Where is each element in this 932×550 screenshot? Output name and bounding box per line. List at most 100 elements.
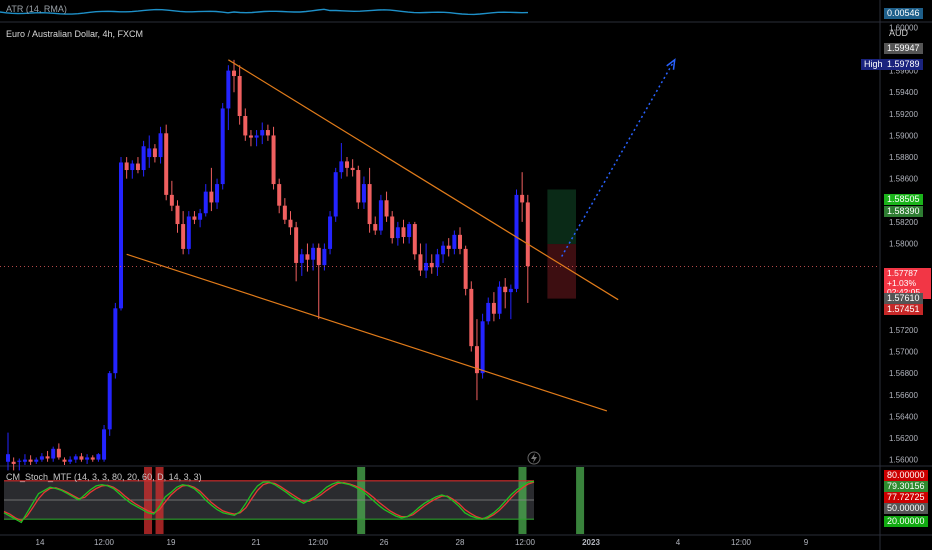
candle	[90, 457, 95, 460]
candle	[345, 161, 349, 168]
candle	[237, 76, 242, 117]
candle	[51, 448, 56, 459]
time-tick-label: 12:00	[515, 538, 536, 547]
candle	[288, 219, 293, 228]
candle	[22, 459, 27, 462]
candle	[164, 133, 169, 195]
candle	[361, 184, 366, 203]
candle	[209, 191, 214, 203]
candle	[282, 205, 287, 220]
candle	[243, 116, 248, 136]
grey-price-tag: 1.57610	[884, 293, 923, 304]
candle	[215, 184, 220, 203]
candle	[226, 70, 231, 109]
candle	[503, 286, 508, 293]
candle	[102, 429, 107, 460]
price-tick-label: 1.56800	[889, 369, 918, 378]
candle	[356, 170, 361, 203]
candle	[186, 216, 191, 249]
candle	[45, 456, 50, 459]
price-tick-label: 1.56400	[889, 412, 918, 421]
stoch-green-highlight	[357, 467, 366, 534]
candle	[384, 200, 389, 217]
time-tick-label: 14	[36, 538, 45, 547]
price-tick-label: 1.57200	[889, 326, 918, 335]
symbol-title[interactable]: Euro / Australian Dollar, 4h, FXCM	[6, 29, 144, 39]
candle	[232, 70, 236, 77]
candle	[203, 191, 208, 214]
price-tick-label: 1.58200	[889, 218, 918, 227]
candle	[113, 308, 118, 374]
candle	[407, 224, 412, 238]
candle	[181, 224, 186, 249]
price-tick-label: 1.58000	[889, 240, 918, 249]
candle	[469, 288, 474, 347]
stoch-label: CM_Stoch_MTF (14, 3, 3, 80, 20, 60, D, 1…	[6, 472, 202, 482]
bar-countdown: 02:42:05	[887, 287, 921, 297]
current-price: 1.57787	[887, 268, 918, 278]
projection-arrow	[561, 59, 676, 257]
candle	[135, 163, 140, 171]
lightning-icon	[531, 453, 537, 463]
price-change: +1.03%	[887, 277, 917, 288]
candle	[96, 454, 101, 460]
price-tick-label: 1.57000	[889, 348, 918, 357]
candle	[452, 234, 457, 249]
stoch-tag-d: 77.72725	[884, 492, 928, 503]
candle	[401, 227, 406, 238]
candle	[192, 216, 197, 220]
time-tick-label: 12:00	[94, 538, 115, 547]
candle	[39, 456, 44, 460]
price-tick-label: 1.58600	[889, 175, 918, 184]
time-tick-label: 9	[804, 538, 809, 547]
green-price-tag-1: 1.58505	[884, 194, 923, 205]
current-price-tag: 1.57787 +1.03% 02:42:05	[884, 268, 931, 299]
atr-line	[0, 8, 529, 16]
position-profit-zone	[547, 189, 576, 245]
candle	[520, 194, 525, 203]
candle	[248, 135, 253, 138]
price-tick-label: 1.59200	[889, 110, 918, 119]
alert-icon	[527, 451, 541, 465]
candle	[412, 224, 417, 255]
candle	[299, 254, 304, 263]
candle	[429, 262, 434, 268]
candle	[85, 457, 90, 460]
time-tick-label: 12:00	[308, 538, 329, 547]
candle	[277, 184, 282, 206]
candle	[463, 248, 468, 289]
candle	[152, 148, 157, 158]
candle	[265, 130, 270, 136]
high-label-tag: High	[861, 59, 886, 70]
candle	[271, 135, 276, 185]
candle	[79, 456, 84, 460]
candle	[441, 245, 446, 255]
candle	[328, 216, 333, 249]
red-price-tag: 1.57451	[884, 304, 923, 315]
candle	[130, 163, 135, 171]
candle	[390, 216, 395, 239]
candle	[254, 135, 259, 138]
candle	[56, 448, 61, 458]
candle	[119, 162, 123, 309]
price-tick-label: 1.56000	[889, 456, 918, 465]
currency-label: AUD	[889, 28, 909, 38]
trendline	[228, 59, 619, 301]
stoch-red-highlight	[144, 467, 153, 534]
candle	[73, 456, 78, 460]
atr-label: ATR (14, RMA)	[6, 4, 67, 14]
candle	[220, 108, 225, 185]
candle	[169, 194, 174, 206]
candle	[378, 200, 383, 231]
price-tick-label: 1.56600	[889, 391, 918, 400]
time-tick-label: 4	[676, 538, 681, 547]
candle	[124, 162, 129, 171]
candle	[17, 460, 22, 462]
price-tick-label: 1.59000	[889, 131, 918, 140]
candle	[424, 262, 429, 271]
candle	[486, 302, 491, 322]
time-tick-label: 21	[252, 538, 261, 547]
candle	[322, 248, 327, 266]
